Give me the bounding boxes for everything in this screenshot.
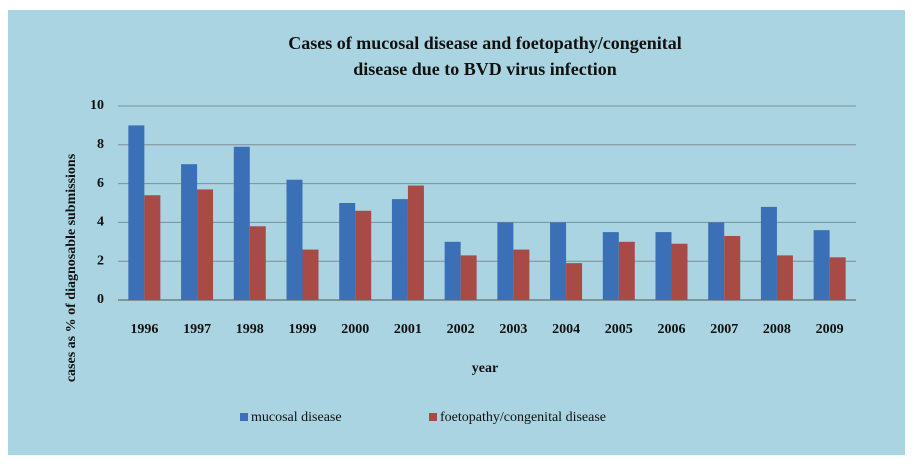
bar xyxy=(128,125,145,301)
bar xyxy=(550,222,567,300)
bar xyxy=(602,232,619,300)
legend-swatch xyxy=(240,413,248,421)
x-tick-label: 2002 xyxy=(447,322,475,337)
chart-title: Cases of mucosal disease and foetopathy/… xyxy=(288,33,682,79)
bar xyxy=(497,222,514,300)
legend-swatch xyxy=(429,413,437,421)
x-tick-label: 1999 xyxy=(289,322,317,337)
x-tick-label: 2005 xyxy=(605,322,633,337)
x-tick-label: 2009 xyxy=(816,322,844,337)
bar xyxy=(355,210,372,300)
x-tick-label: 1996 xyxy=(130,322,158,337)
bar xyxy=(829,257,846,300)
bar xyxy=(460,255,477,300)
y-tick-label: 10 xyxy=(90,98,104,113)
bar xyxy=(302,249,319,300)
x-tick-label: 2007 xyxy=(710,322,738,337)
bar xyxy=(671,243,688,300)
bar xyxy=(760,206,777,300)
y-tick-label: 8 xyxy=(97,137,104,152)
y-axis-label: cases as % of diagnosable submissions xyxy=(64,153,79,382)
bar xyxy=(813,230,830,300)
x-tick-label: 2003 xyxy=(499,322,527,337)
bar xyxy=(708,222,725,300)
bar xyxy=(391,199,408,300)
bar xyxy=(233,146,250,300)
bar xyxy=(513,249,530,300)
bar xyxy=(724,235,741,300)
bar xyxy=(776,255,793,300)
y-tick-label: 2 xyxy=(97,253,104,268)
x-tick-label: 2006 xyxy=(658,322,686,337)
bar xyxy=(144,195,161,300)
x-axis-label: year xyxy=(472,361,498,376)
bar xyxy=(655,232,672,300)
x-tick-label: 1997 xyxy=(183,322,211,337)
bar xyxy=(618,241,635,300)
x-tick-label: 1998 xyxy=(236,322,264,337)
x-tick-label: 2004 xyxy=(552,322,580,337)
y-tick-label: 0 xyxy=(97,292,104,307)
bar xyxy=(407,185,424,300)
legend-label: foetopathy/congenital disease xyxy=(440,410,606,425)
bar xyxy=(566,263,583,300)
bar xyxy=(339,203,356,300)
y-tick-label: 6 xyxy=(97,176,104,191)
bar xyxy=(181,164,198,300)
bar xyxy=(286,179,303,300)
legend-label: mucosal disease xyxy=(251,410,342,425)
bar xyxy=(249,226,266,300)
x-tick-label: 2008 xyxy=(763,322,791,337)
x-tick-label: 2000 xyxy=(341,322,369,337)
bar xyxy=(444,241,461,300)
bar xyxy=(197,189,214,300)
x-tick-label: 2001 xyxy=(394,322,422,337)
y-tick-label: 4 xyxy=(97,215,104,230)
